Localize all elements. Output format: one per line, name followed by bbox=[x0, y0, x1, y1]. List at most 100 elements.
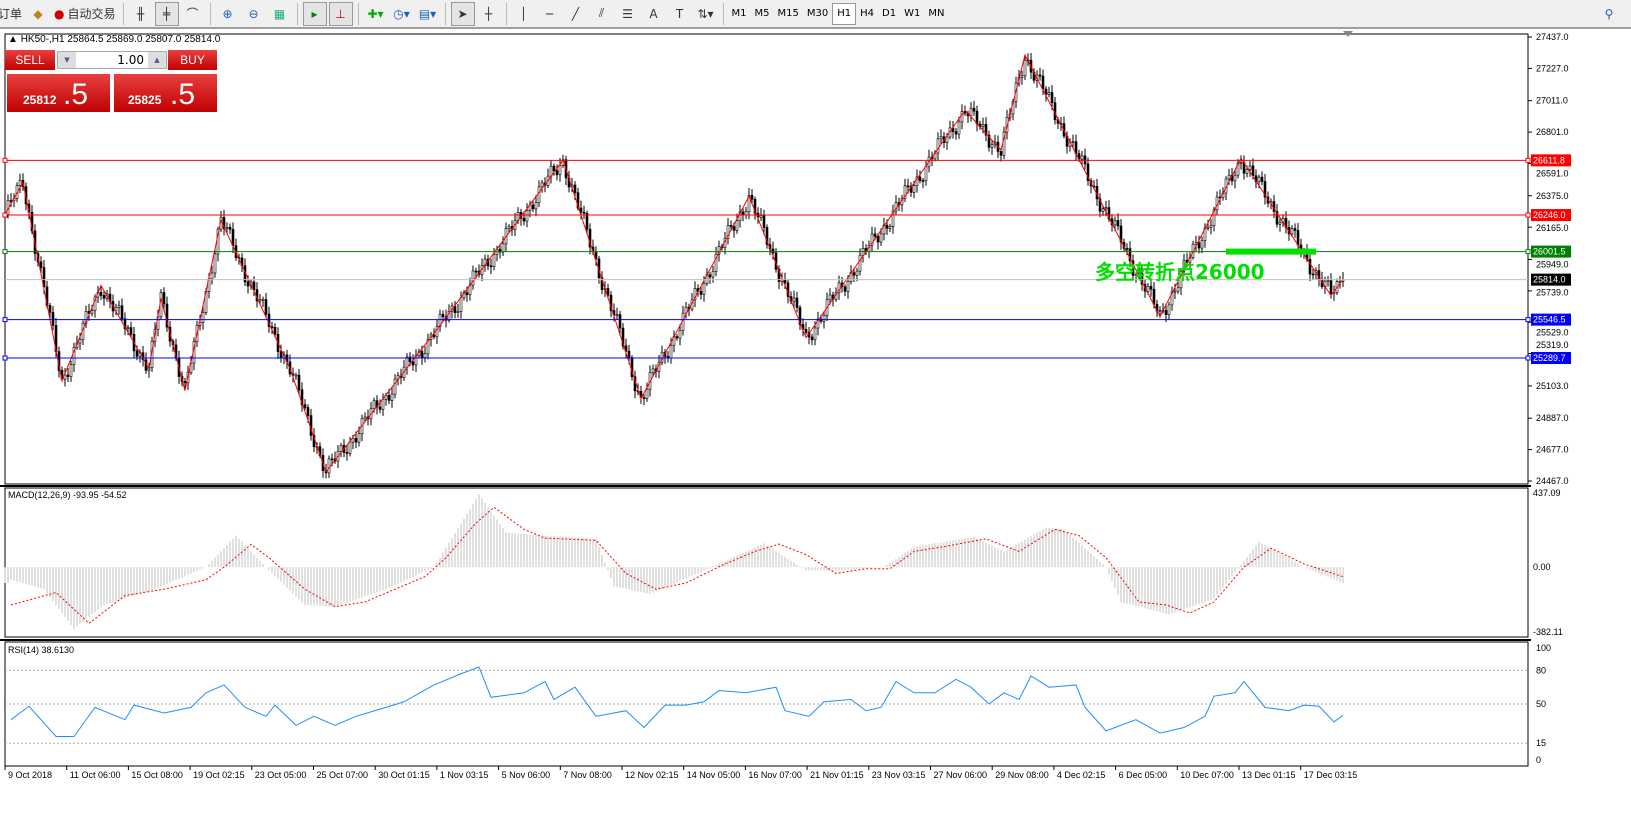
candle bbox=[852, 272, 856, 276]
candlestick-icon[interactable]: ╪ bbox=[154, 1, 179, 26]
rsi-tick-label: 0 bbox=[1536, 755, 1541, 765]
separator bbox=[296, 2, 298, 25]
buy-button[interactable]: BUY bbox=[168, 50, 217, 70]
candle bbox=[906, 185, 910, 188]
price-tick-label: 27227.0 bbox=[1536, 63, 1569, 73]
candle bbox=[69, 364, 73, 377]
candle bbox=[408, 356, 412, 362]
candle bbox=[303, 404, 307, 408]
candle bbox=[729, 225, 733, 227]
zoom-in-icon[interactable]: ⊕ bbox=[222, 6, 233, 21]
candle bbox=[1086, 163, 1090, 182]
chart-shift-icon[interactable]: ⊥ bbox=[328, 1, 353, 26]
candle bbox=[876, 235, 880, 243]
equidistant-channel-icon[interactable]: ⫽ bbox=[598, 6, 605, 20]
bar-chart-icon[interactable]: ╫ bbox=[136, 6, 145, 21]
candle bbox=[1146, 285, 1150, 292]
candle bbox=[1311, 273, 1315, 276]
line-handle bbox=[1525, 157, 1531, 163]
sell-price-main: 25812 bbox=[23, 93, 57, 107]
line-handle bbox=[1525, 355, 1531, 361]
buy-price-pips: .5 bbox=[170, 78, 196, 111]
candle bbox=[669, 344, 673, 359]
tile-windows-icon[interactable]: ▦ bbox=[273, 6, 286, 21]
new-order-button[interactable]: 订单 bbox=[0, 7, 23, 21]
candle bbox=[990, 144, 994, 148]
cursor-icon[interactable]: ➤ bbox=[450, 1, 475, 26]
timeframe-w1[interactable]: W1 bbox=[904, 8, 921, 19]
new-indicator-icon[interactable]: ✚▾ bbox=[367, 6, 384, 21]
periods-icon[interactable]: ◷▾ bbox=[393, 6, 410, 21]
candle bbox=[99, 292, 103, 296]
candle bbox=[963, 111, 967, 114]
candle bbox=[615, 314, 619, 316]
price-tick-label: 25949.0 bbox=[1536, 260, 1569, 270]
candle bbox=[459, 297, 463, 312]
arrows-icon[interactable]: ⇅▾ bbox=[697, 6, 714, 21]
candle bbox=[534, 202, 538, 210]
candle bbox=[441, 314, 445, 318]
buy-price-button[interactable]: 25825 .5 bbox=[114, 74, 217, 112]
vertical-line-icon[interactable]: │ bbox=[519, 6, 528, 21]
candle bbox=[1200, 240, 1204, 249]
timeframe-m5[interactable]: M5 bbox=[754, 8, 770, 19]
price-tick-label: 25103.0 bbox=[1536, 381, 1569, 391]
candle bbox=[345, 452, 349, 454]
timeframe-h1[interactable]: H1 bbox=[832, 2, 857, 25]
fibonacci-icon[interactable]: ☰ bbox=[622, 6, 633, 21]
candle bbox=[1308, 259, 1312, 275]
timeframe-h4[interactable]: H4 bbox=[860, 8, 875, 19]
candle bbox=[879, 233, 883, 243]
lot-input[interactable]: 1.00 bbox=[117, 53, 144, 67]
time-tick-label: 29 Nov 08:00 bbox=[995, 770, 1049, 780]
candle bbox=[987, 134, 991, 148]
buy-price-main: 25825 bbox=[128, 93, 162, 107]
candle bbox=[258, 299, 262, 302]
chart-window[interactable]: 27437.0 27227.0 27011.0 26801.0 26591.0 26375… bbox=[0, 31, 1631, 818]
lot-decrease-button[interactable]: ▼ bbox=[58, 52, 76, 68]
text-label-icon[interactable]: T bbox=[675, 6, 684, 21]
candle bbox=[828, 294, 832, 301]
candle bbox=[525, 210, 529, 222]
sell-button[interactable]: SELL bbox=[5, 50, 55, 70]
candle bbox=[432, 334, 436, 338]
timeframe-m15[interactable]: M15 bbox=[777, 8, 799, 19]
candle bbox=[1176, 287, 1180, 292]
timeframe-m1[interactable]: M1 bbox=[731, 8, 747, 19]
horizontal-line-icon[interactable]: ─ bbox=[545, 6, 554, 21]
time-tick-label: 21 Nov 01:15 bbox=[810, 770, 864, 780]
trendline-icon[interactable]: ╱ bbox=[571, 6, 580, 21]
candle bbox=[51, 311, 55, 326]
price-tick-label: 26801.0 bbox=[1536, 127, 1569, 137]
symbol-info: ▲ HK50-,H1 25864.5 25869.0 25807.0 25814… bbox=[8, 34, 221, 45]
time-tick-label: 23 Oct 05:00 bbox=[255, 770, 307, 780]
candle bbox=[1116, 220, 1120, 227]
crosshair-icon[interactable]: ┼ bbox=[484, 6, 493, 21]
time-tick-label: 4 Dec 02:15 bbox=[1057, 770, 1106, 780]
timeframe-mn[interactable]: MN bbox=[928, 8, 945, 19]
autoscroll-icon[interactable]: ▸ bbox=[302, 1, 327, 26]
candle bbox=[795, 297, 799, 308]
text-icon[interactable]: A bbox=[649, 6, 658, 21]
candle bbox=[582, 211, 586, 214]
candle bbox=[102, 295, 106, 299]
candle bbox=[579, 207, 583, 213]
candle bbox=[213, 253, 217, 274]
separator bbox=[357, 2, 359, 25]
lot-increase-button[interactable]: ▲ bbox=[148, 52, 166, 68]
chart-canvas[interactable]: 27437.0 27227.0 27011.0 26801.0 26591.0 26375… bbox=[0, 31, 1631, 818]
lot-stepper[interactable]: ▼ 1.00 ▲ bbox=[57, 51, 167, 69]
timeframe-m30[interactable]: M30 bbox=[806, 8, 829, 19]
candle bbox=[447, 310, 451, 321]
macd-signal-line bbox=[10, 506, 1344, 624]
sell-price-button[interactable]: 25812 .5 bbox=[7, 74, 110, 112]
time-tick-label: 30 Oct 01:15 bbox=[378, 770, 430, 780]
line-chart-icon[interactable]: ⌒ bbox=[186, 7, 199, 21]
templates-icon[interactable]: ▤▾ bbox=[418, 6, 437, 21]
search-icon[interactable]: ⚲ bbox=[1604, 6, 1614, 21]
zoom-out-icon[interactable]: ⊖ bbox=[248, 6, 259, 21]
autotrade-button[interactable]: ● 自动交易 bbox=[52, 2, 118, 26]
timeframe-d1[interactable]: D1 bbox=[882, 8, 897, 19]
hline-price-label: 25546.5 bbox=[1533, 315, 1566, 325]
bars-icon[interactable]: ◆ bbox=[33, 6, 43, 21]
